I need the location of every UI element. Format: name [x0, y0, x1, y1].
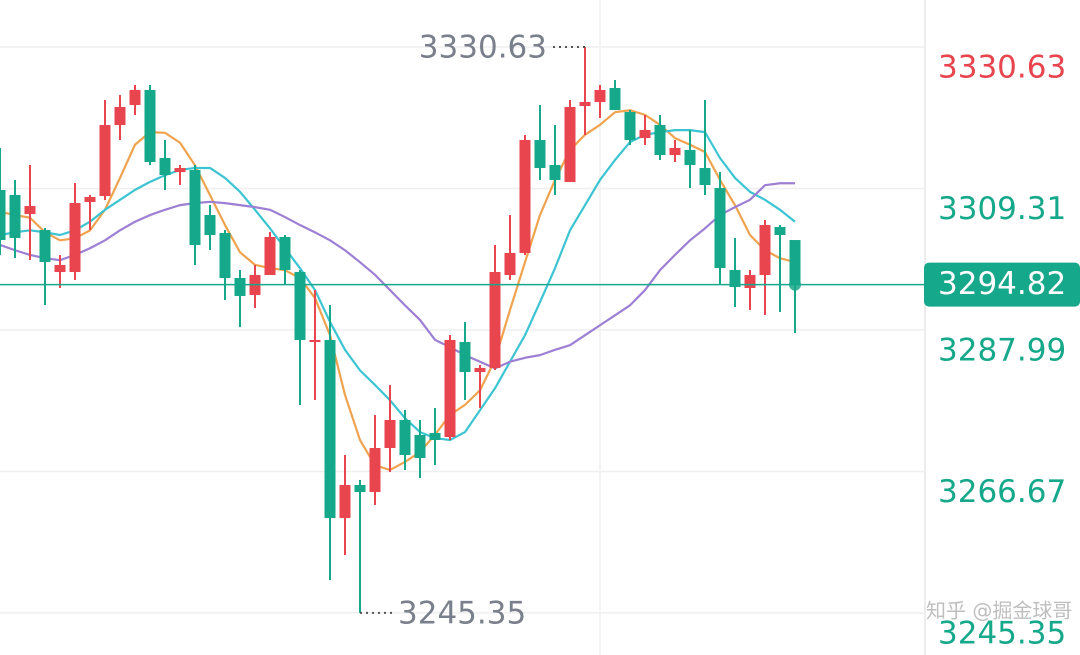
candle-body — [294, 272, 306, 340]
ma-line — [0, 182, 795, 370]
candle-body — [354, 484, 366, 493]
candle-body — [339, 484, 351, 519]
current-price-badge — [924, 262, 1080, 307]
candle-body — [39, 230, 51, 262]
candle-body — [549, 164, 561, 180]
candle-body — [54, 264, 66, 273]
y-tick-label: 3309.31 — [938, 191, 1066, 227]
candle-body — [189, 170, 201, 246]
candle-body — [429, 433, 441, 440]
candle-body — [399, 420, 411, 455]
y-tick-label: 3245.35 — [938, 615, 1066, 651]
extreme-label: 3245.35 — [398, 595, 526, 631]
candle-body — [654, 125, 666, 156]
candle-body — [744, 275, 756, 289]
candle-body — [639, 130, 651, 139]
candle-body — [264, 236, 276, 276]
candles — [0, 46, 801, 613]
candle-body — [204, 215, 216, 235]
candle-body — [759, 225, 771, 276]
candle-body — [99, 125, 111, 197]
candle-body — [114, 106, 126, 126]
candle-body — [534, 140, 546, 169]
overlay: 3330.63 3309.31 3287.99 3266.67 3245.35 3330.… — [0, 29, 1080, 651]
candle-body — [459, 342, 471, 373]
grid — [0, 46, 925, 614]
candle-body — [594, 89, 606, 102]
candle-body — [609, 87, 621, 111]
candle-body — [669, 147, 681, 156]
candle-body — [624, 112, 636, 141]
candle-body — [684, 149, 696, 165]
candle-body — [129, 89, 141, 105]
candle-body — [84, 197, 96, 203]
candle-body — [279, 236, 291, 271]
candle-body — [0, 189, 6, 241]
candle-body — [234, 277, 246, 296]
candle-body — [144, 89, 156, 162]
candle-body — [474, 367, 486, 373]
candle-body — [444, 339, 456, 437]
candle-body — [579, 101, 591, 106]
candle-body — [504, 252, 516, 276]
candle-body — [309, 339, 321, 343]
candle-body — [324, 339, 336, 519]
candle-body — [519, 140, 531, 253]
y-tick-label: 3287.99 — [938, 332, 1066, 368]
candle-body — [384, 420, 396, 449]
candle-body — [174, 168, 186, 173]
candle-body — [159, 158, 171, 175]
candle-body — [789, 240, 801, 285]
extreme-label: 3330.63 — [419, 29, 547, 65]
y-tick-label: 3266.67 — [938, 474, 1066, 510]
candle-body — [369, 448, 381, 493]
y-tick-label: 3330.63 — [938, 49, 1066, 85]
candle-body — [414, 435, 426, 459]
candle-body — [489, 272, 501, 368]
current-price-dot — [789, 278, 801, 291]
candle-body — [774, 227, 786, 235]
candle-body — [729, 270, 741, 288]
candle-body — [564, 106, 576, 183]
current-price-label: 3294.82 — [938, 266, 1066, 302]
candle-body — [24, 205, 36, 215]
candle-body — [714, 188, 726, 268]
candle-body — [699, 168, 711, 186]
candle-body — [9, 194, 21, 238]
watermark: 知乎 @掘金球哥 — [926, 599, 1072, 623]
candle-body — [69, 203, 81, 273]
candle-body — [219, 232, 231, 278]
